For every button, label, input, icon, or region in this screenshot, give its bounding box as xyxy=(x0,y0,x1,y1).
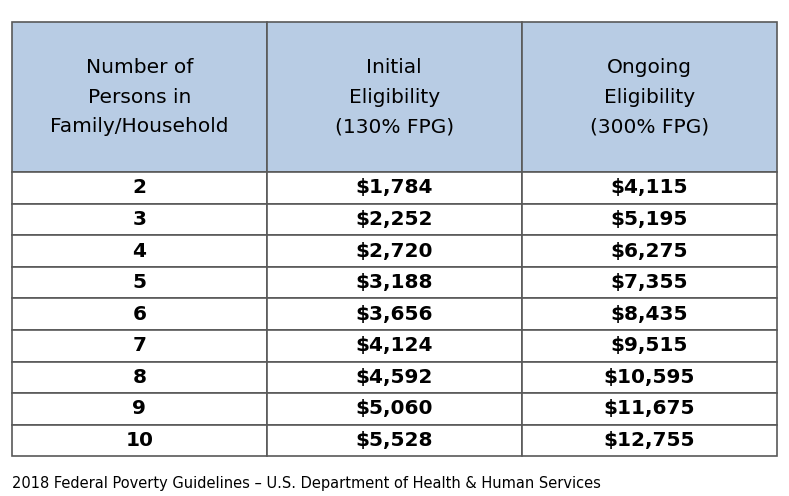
FancyBboxPatch shape xyxy=(267,267,522,299)
FancyBboxPatch shape xyxy=(522,172,777,204)
FancyBboxPatch shape xyxy=(267,22,522,172)
FancyBboxPatch shape xyxy=(522,299,777,330)
Text: $4,592: $4,592 xyxy=(355,368,433,387)
FancyBboxPatch shape xyxy=(267,204,522,235)
FancyBboxPatch shape xyxy=(12,362,267,393)
FancyBboxPatch shape xyxy=(12,235,267,267)
Text: $11,675: $11,675 xyxy=(604,399,695,419)
FancyBboxPatch shape xyxy=(267,235,522,267)
Text: 10: 10 xyxy=(125,431,153,450)
FancyBboxPatch shape xyxy=(12,172,267,204)
Text: $5,528: $5,528 xyxy=(355,431,433,450)
FancyBboxPatch shape xyxy=(522,330,777,362)
Text: $5,060: $5,060 xyxy=(355,399,433,419)
FancyBboxPatch shape xyxy=(267,393,522,425)
Text: $12,755: $12,755 xyxy=(604,431,695,450)
FancyBboxPatch shape xyxy=(267,425,522,456)
Text: $2,252: $2,252 xyxy=(355,210,433,229)
Text: Ongoing
Eligibility
(300% FPG): Ongoing Eligibility (300% FPG) xyxy=(590,58,709,136)
Text: $4,115: $4,115 xyxy=(611,179,688,197)
Text: 3: 3 xyxy=(133,210,146,229)
Text: $10,595: $10,595 xyxy=(604,368,695,387)
FancyBboxPatch shape xyxy=(12,22,267,172)
FancyBboxPatch shape xyxy=(12,393,267,425)
FancyBboxPatch shape xyxy=(267,172,522,204)
Text: 6: 6 xyxy=(133,305,146,324)
FancyBboxPatch shape xyxy=(522,22,777,172)
FancyBboxPatch shape xyxy=(522,393,777,425)
Text: $5,195: $5,195 xyxy=(611,210,688,229)
Text: $6,275: $6,275 xyxy=(611,242,688,260)
Text: $3,188: $3,188 xyxy=(355,273,433,292)
FancyBboxPatch shape xyxy=(12,267,267,299)
Text: 4: 4 xyxy=(133,242,146,260)
Text: Number of
Persons in
Family/Household: Number of Persons in Family/Household xyxy=(50,58,229,136)
Text: 9: 9 xyxy=(133,399,146,419)
FancyBboxPatch shape xyxy=(12,425,267,456)
Text: $1,784: $1,784 xyxy=(355,179,433,197)
Text: 8: 8 xyxy=(133,368,146,387)
Text: 2018 Federal Poverty Guidelines – U.S. Department of Health & Human Services: 2018 Federal Poverty Guidelines – U.S. D… xyxy=(12,476,600,491)
Text: $7,355: $7,355 xyxy=(611,273,688,292)
Text: $4,124: $4,124 xyxy=(355,336,433,355)
FancyBboxPatch shape xyxy=(12,299,267,330)
Text: Initial
Eligibility
(130% FPG): Initial Eligibility (130% FPG) xyxy=(335,58,454,136)
FancyBboxPatch shape xyxy=(522,425,777,456)
Text: 2: 2 xyxy=(133,179,146,197)
FancyBboxPatch shape xyxy=(267,330,522,362)
FancyBboxPatch shape xyxy=(522,235,777,267)
FancyBboxPatch shape xyxy=(12,330,267,362)
FancyBboxPatch shape xyxy=(522,267,777,299)
FancyBboxPatch shape xyxy=(267,362,522,393)
Text: $3,656: $3,656 xyxy=(355,305,433,324)
Text: $8,435: $8,435 xyxy=(611,305,688,324)
FancyBboxPatch shape xyxy=(12,204,267,235)
Text: 7: 7 xyxy=(133,336,146,355)
FancyBboxPatch shape xyxy=(522,362,777,393)
Text: $9,515: $9,515 xyxy=(611,336,688,355)
Text: 5: 5 xyxy=(133,273,146,292)
Text: $2,720: $2,720 xyxy=(355,242,433,260)
FancyBboxPatch shape xyxy=(267,299,522,330)
FancyBboxPatch shape xyxy=(522,204,777,235)
